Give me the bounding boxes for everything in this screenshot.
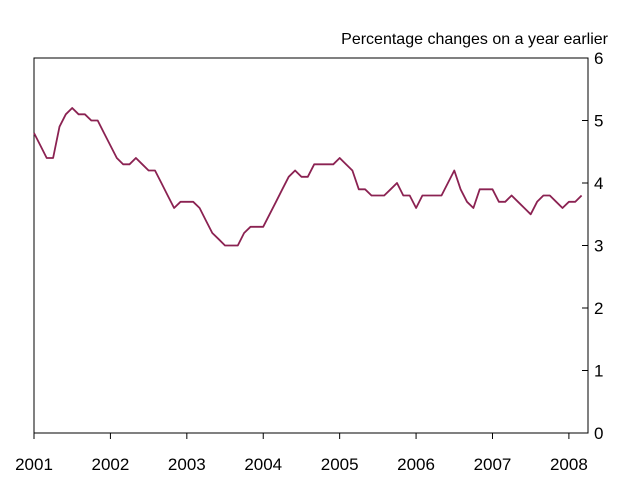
x-tick-label: 2007: [474, 455, 512, 474]
y-tick-label: 0: [594, 424, 603, 443]
series-line: [33, 107, 583, 247]
y-tick-label: 5: [594, 112, 603, 131]
x-tick-label: 2005: [321, 455, 359, 474]
y-axis: 0 1 2 3 4 5 6: [582, 49, 603, 443]
plot-area-frame: [33, 57, 589, 434]
x-tick-label: 2003: [168, 455, 206, 474]
y-tick-label: 2: [594, 299, 603, 318]
x-tick-label: 2001: [15, 455, 53, 474]
x-tick-label: 2008: [550, 455, 588, 474]
x-tick-label: 2004: [244, 455, 282, 474]
y-tick-label: 1: [594, 362, 603, 381]
y-tick-label: 4: [594, 174, 603, 193]
x-tick-label: 2002: [91, 455, 129, 474]
y-tick-label: 3: [594, 237, 603, 256]
x-axis: 2001 2002 2003 2004 2005 2006 2007 2008: [15, 433, 588, 474]
y-tick-label: 6: [594, 49, 603, 68]
x-tick-label: 2006: [397, 455, 435, 474]
unit-label: Percentage changes on a year earlier: [341, 31, 609, 48]
